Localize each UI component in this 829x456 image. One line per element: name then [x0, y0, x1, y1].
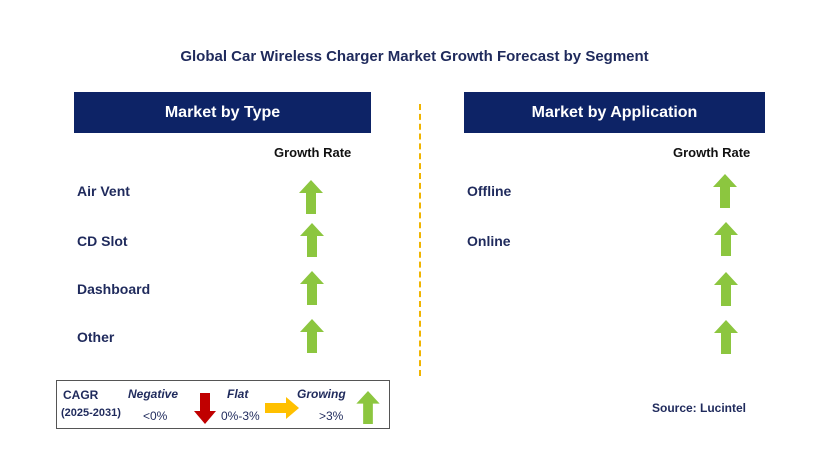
- legend-cagr-label: CAGR: [63, 388, 99, 402]
- legend-negative-range: <0%: [143, 409, 168, 423]
- growth-rate-label-type: Growth Rate: [274, 145, 352, 160]
- growing-arrow-icon: [300, 319, 324, 353]
- legend-period: (2025-2031): [61, 407, 121, 419]
- growing-arrow-icon: [299, 180, 323, 214]
- growth-rate-label-application: Growth Rate: [673, 145, 751, 160]
- growing-arrow-icon: [714, 222, 738, 256]
- type-row-label: Air Vent: [77, 183, 130, 199]
- growing-arrow-icon: [714, 320, 738, 354]
- application-row-label: Offline: [467, 183, 512, 199]
- type-row-label: CD Slot: [77, 233, 128, 249]
- panel-divider: [419, 104, 421, 376]
- legend-negative-label: Negative: [128, 387, 179, 401]
- application-row-label: Online: [467, 233, 511, 249]
- growing-arrow-icon: [713, 174, 737, 208]
- growing-arrow-icon: [714, 272, 738, 306]
- legend-flat-label: Flat: [227, 387, 249, 401]
- page-title: Global Car Wireless Charger Market Growt…: [180, 48, 649, 65]
- growing-arrow-icon: [300, 271, 324, 305]
- legend-growing-range: >3%: [319, 409, 344, 423]
- type-row-label: Other: [77, 329, 115, 345]
- market-by-application-header: Market by Application: [464, 92, 765, 133]
- cagr-legend: CAGR (2025-2031) Negative <0% Flat 0%-3%…: [56, 380, 390, 429]
- type-row-label: Dashboard: [77, 281, 151, 297]
- legend-flat-range: 0%-3%: [221, 409, 260, 423]
- legend-growing-label: Growing: [297, 387, 346, 401]
- growing-arrow-icon: [356, 391, 380, 424]
- market-by-type-header: Market by Type: [74, 92, 371, 133]
- source-label: Source: Lucintel: [652, 401, 747, 415]
- negative-arrow-icon: [194, 393, 216, 424]
- growing-arrow-icon: [300, 223, 324, 257]
- flat-arrow-icon: [265, 397, 299, 419]
